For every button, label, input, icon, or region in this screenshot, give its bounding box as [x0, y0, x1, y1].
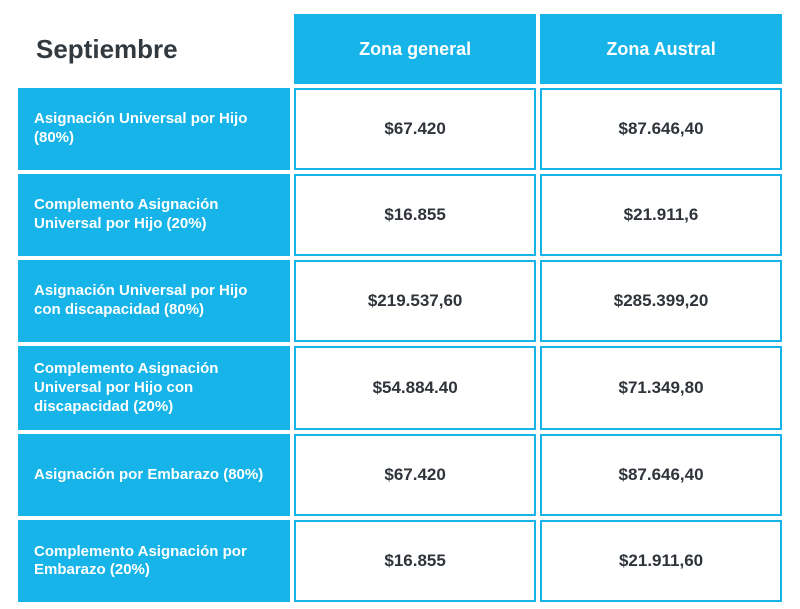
cell-value: $16.855 [294, 174, 536, 256]
allowances-table: Septiembre Zona general Zona Austral Asi… [14, 10, 786, 606]
table-row: Complemento Asignación por Embarazo (20%… [18, 520, 782, 602]
table-row: Asignación Universal por Hijo (80%) $67.… [18, 88, 782, 170]
cell-value: $54.884.40 [294, 346, 536, 430]
cell-value: $285.399,20 [540, 260, 782, 342]
table-row: Complemento Asignación Universal por Hij… [18, 174, 782, 256]
cell-value: $21.911,6 [540, 174, 782, 256]
col-header-zona-austral: Zona Austral [540, 14, 782, 84]
cell-value: $16.855 [294, 520, 536, 602]
table-row: Asignación por Embarazo (80%) $67.420 $8… [18, 434, 782, 516]
cell-value: $71.349,80 [540, 346, 782, 430]
table-row: Asignación Universal por Hijo con discap… [18, 260, 782, 342]
row-label: Complemento Asignación Universal por Hij… [18, 346, 290, 430]
table-row: Complemento Asignación Universal por Hij… [18, 346, 782, 430]
table-title: Septiembre [18, 14, 290, 84]
cell-value: $219.537,60 [294, 260, 536, 342]
row-label: Asignación Universal por Hijo (80%) [18, 88, 290, 170]
cell-value: $87.646,40 [540, 88, 782, 170]
cell-value: $87.646,40 [540, 434, 782, 516]
row-label: Asignación por Embarazo (80%) [18, 434, 290, 516]
table-header-row: Septiembre Zona general Zona Austral [18, 14, 782, 84]
col-header-zona-general: Zona general [294, 14, 536, 84]
cell-value: $67.420 [294, 88, 536, 170]
cell-value: $67.420 [294, 434, 536, 516]
row-label: Complemento Asignación Universal por Hij… [18, 174, 290, 256]
cell-value: $21.911,60 [540, 520, 782, 602]
row-label: Complemento Asignación por Embarazo (20%… [18, 520, 290, 602]
row-label: Asignación Universal por Hijo con discap… [18, 260, 290, 342]
